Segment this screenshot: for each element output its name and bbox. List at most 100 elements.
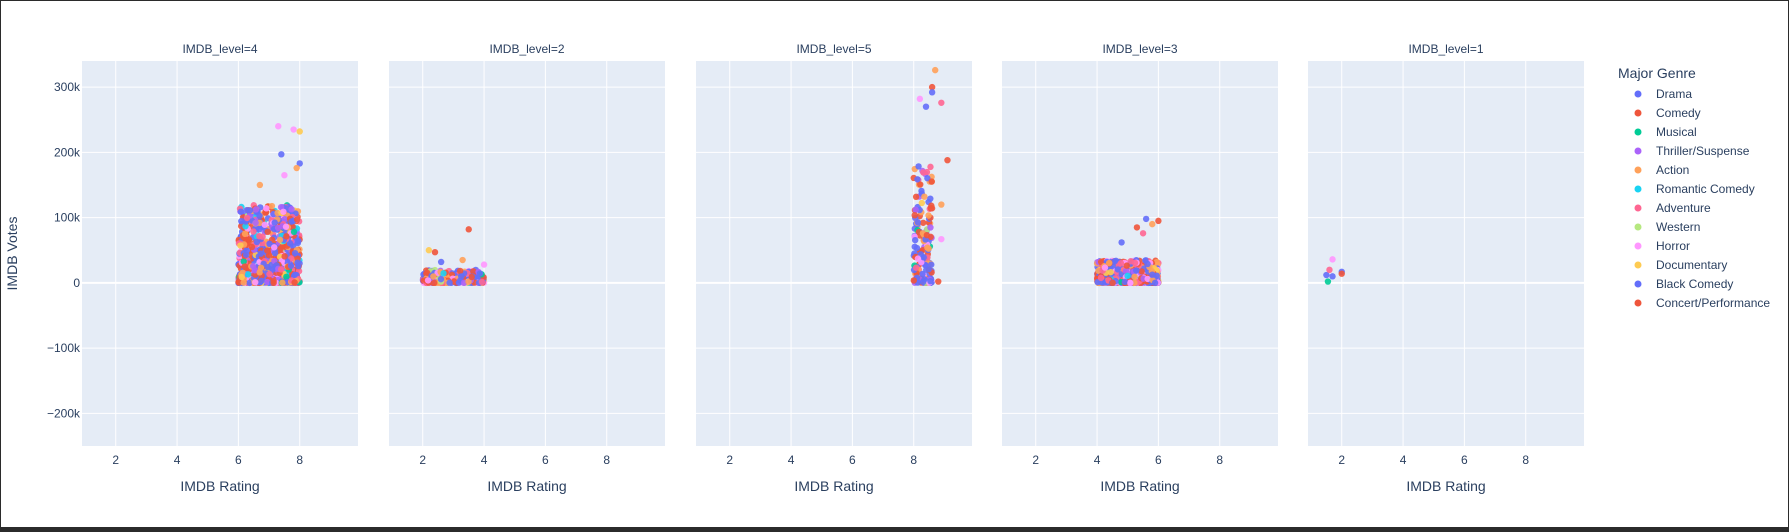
x-tick-label: 8 (910, 453, 917, 467)
data-point (1144, 260, 1151, 268)
data-point (913, 244, 921, 252)
legend-item[interactable]: Black Comedy (1634, 277, 1734, 291)
legend-item[interactable]: Adventure (1634, 201, 1712, 215)
data-point (296, 160, 303, 167)
legend-item[interactable]: Documentary (1634, 258, 1728, 272)
legend-item[interactable]: Thriller/Suspense (1634, 144, 1750, 158)
data-point (243, 251, 250, 258)
data-point (281, 253, 288, 260)
data-point (246, 279, 253, 287)
data-point (279, 279, 286, 286)
data-point (918, 199, 926, 207)
data-point (928, 83, 936, 91)
data-point (430, 273, 437, 280)
data-point (250, 228, 257, 235)
data-point (264, 278, 271, 286)
data-point (912, 193, 920, 201)
x-tick-label: 6 (849, 453, 856, 467)
legend-item[interactable]: Action (1634, 163, 1690, 177)
data-point (1142, 215, 1150, 223)
legend-label: Comedy (1656, 106, 1701, 120)
x-tick-label: 2 (1338, 453, 1345, 467)
x-tick-label: 6 (1155, 453, 1162, 467)
x-tick-label: 2 (726, 453, 733, 467)
data-point (281, 171, 288, 179)
legend-label: Western (1656, 220, 1700, 234)
data-point (266, 240, 273, 248)
facet-panel-1: IMDB_level=4 2 4 6 8 IMDB Rating (82, 42, 358, 494)
data-point (283, 233, 290, 240)
x-tick-label: 2 (112, 453, 119, 467)
x-tick-label: 6 (1461, 453, 1468, 467)
data-point (240, 258, 247, 265)
data-point (1149, 220, 1156, 228)
data-point (252, 206, 260, 213)
data-point (1097, 274, 1105, 282)
legend-item[interactable]: Drama (1634, 87, 1693, 101)
data-point (259, 233, 266, 240)
legend-item[interactable]: Western (1634, 220, 1701, 234)
legend-marker (1634, 109, 1642, 117)
data-point (280, 208, 287, 215)
data-point (911, 236, 919, 244)
legend-item[interactable]: Comedy (1634, 106, 1701, 120)
data-point (266, 270, 273, 278)
x-tick-label: 2 (1032, 453, 1039, 467)
data-point (912, 206, 919, 213)
data-point (274, 224, 282, 232)
plot-background (1002, 61, 1278, 446)
data-point (1133, 267, 1140, 274)
data-point (440, 270, 447, 277)
data-point (1107, 268, 1114, 276)
y-tick-label: 100k (54, 211, 81, 225)
legend-label: Concert/Performance (1656, 296, 1770, 310)
legend-item[interactable]: Musical (1634, 125, 1697, 139)
data-point (1131, 273, 1138, 281)
facet-panel-2: IMDB_level=2 2 4 6 8 IMDB Rating (389, 42, 665, 494)
data-point (921, 193, 928, 200)
data-point (237, 242, 244, 249)
data-point (248, 243, 256, 251)
data-point (1153, 272, 1160, 279)
legend-item[interactable]: Horror (1634, 239, 1691, 253)
data-point (291, 279, 298, 286)
legend-marker (1634, 280, 1642, 288)
data-point (916, 95, 924, 103)
data-point (257, 250, 264, 257)
data-point (264, 247, 271, 254)
data-point (1338, 270, 1345, 277)
data-point (927, 204, 935, 212)
data-point (468, 273, 475, 281)
data-point (927, 195, 934, 202)
x-tick-label: 4 (1400, 453, 1407, 467)
data-point (465, 278, 472, 285)
y-tick-label: 300k (54, 80, 81, 94)
data-point (1323, 271, 1330, 279)
legend-item[interactable]: Concert/Performance (1634, 296, 1771, 310)
data-point (925, 245, 932, 252)
data-point (910, 277, 917, 284)
data-point (1329, 273, 1336, 280)
data-point (290, 126, 297, 133)
data-point (268, 202, 276, 210)
data-point (925, 266, 932, 273)
x-tick-label: 8 (603, 453, 610, 467)
data-point (293, 216, 301, 223)
data-point (258, 277, 265, 285)
legend-label: Action (1656, 163, 1689, 177)
data-point (437, 275, 445, 283)
x-axis-title: IMDB Rating (1406, 478, 1485, 494)
data-point (921, 276, 928, 283)
facet-title: IMDB_level=3 (1102, 42, 1177, 56)
x-tick-label: 8 (1216, 453, 1223, 467)
data-point (242, 222, 249, 230)
data-point (291, 249, 299, 257)
data-point (283, 273, 290, 280)
data-point (914, 176, 921, 183)
legend-item[interactable]: Romantic Comedy (1634, 182, 1755, 196)
data-point (1144, 275, 1151, 283)
data-point (1155, 217, 1162, 225)
x-axis-title: IMDB Rating (1100, 478, 1179, 494)
facet-title: IMDB_level=5 (796, 42, 871, 56)
